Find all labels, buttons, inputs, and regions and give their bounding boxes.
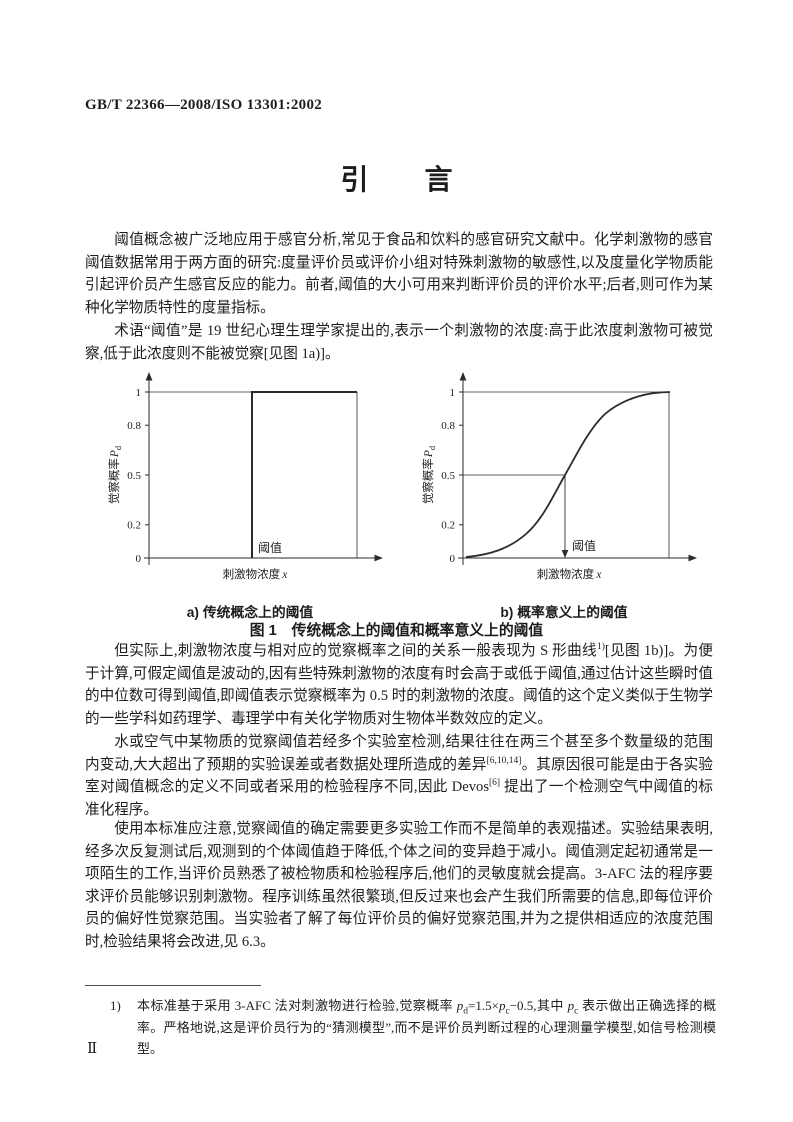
threshold-label: 阈值	[572, 538, 596, 553]
ytick-0-5: 0.5	[441, 470, 455, 482]
paragraph-2: 术语“阈值”是 19 世纪心理生理学家提出的,表示一个刺激物的浓度:高于此浓度刺…	[85, 323, 713, 362]
chart-a-step-plot: 1 0.8 0.5 0.2 0 阈值 刺激物浓度 x 觉察概率Pd	[107, 372, 383, 581]
paragraph-3: 但实际上,刺激物浓度与相对应的觉察概率之间的关系一般表现为 S 形曲线1)[见图…	[85, 640, 713, 730]
ytick-0: 0	[136, 553, 142, 565]
sigmoid-curve	[465, 391, 671, 558]
y-axis-label: 觉察概率Pd	[107, 445, 123, 504]
paragraph-4-text-c: 提出了一个检测空气中阈值的标准化程序。	[85, 779, 713, 818]
paragraph-3-text-a: 但实际上,刺激物浓度与相对应的觉察概率之间的关系一般表现为 S 形曲线	[114, 643, 597, 659]
ytick-1: 1	[136, 387, 142, 399]
footnote-reference-1: 1)	[596, 642, 605, 653]
footnote-formula: =1.5×	[468, 998, 499, 1013]
paragraph-1: 阈值概念被广泛地应用于感官分析,常见于食品和饮料的感官研究文献中。化学刺激物的感…	[85, 232, 713, 316]
footnote-text: 本标准基于采用 3-AFC 法对刺激物进行检验,觉察概率 pd=1.5×pc−0…	[137, 995, 716, 1060]
threshold-down-arrow	[561, 550, 569, 558]
x-axis-label: 刺激物浓度 x	[223, 567, 289, 581]
footnote-divider	[85, 985, 261, 986]
ytick-1: 1	[450, 387, 456, 399]
ytick-0-5: 0.5	[127, 470, 141, 482]
ytick-0-2: 0.2	[441, 520, 455, 532]
x-axis-label: 刺激物浓度 x	[537, 567, 603, 581]
citation-6-10-14: [6,10,14]	[486, 755, 522, 766]
chart-a-caption: a) 传统概念上的阈值	[186, 605, 314, 620]
y-axis-arrow	[459, 372, 467, 381]
ytick-0: 0	[450, 553, 456, 565]
x-axis-arrow	[688, 554, 697, 562]
footnote-1: 1) 本标准基于采用 3-AFC 法对刺激物进行检验,觉察概率 pd=1.5×p…	[110, 995, 716, 1060]
threshold-label: 阈值	[258, 540, 282, 555]
ytick-0-8: 0.8	[127, 420, 141, 432]
sub-c: c	[574, 1006, 579, 1017]
sub-c: c	[505, 1006, 510, 1017]
paragraph-4-text-b: 。其原因很可能是由于各实验室对阈值概念的定义不同或者采用的检验程序不同,因此 D…	[85, 756, 713, 796]
y-axis-label: 觉察概率Pd	[421, 445, 437, 504]
chart-b-caption: b) 概率意义上的阈值	[500, 605, 628, 620]
chart-b-sigmoid-plot: 1 0.8 0.5 0.2 0 阈值 刺激物浓度 x 觉察概率Pd	[421, 372, 697, 581]
var-p: p	[498, 998, 506, 1013]
step-function-line	[251, 391, 357, 558]
paragraph-4: 水或空气中某物质的觉察阈值若经多个实验室检测,结果往往在两三个甚至多个数量级的范…	[85, 731, 713, 821]
paragraph-5: 使用本标准应注意,觉察阈值的确定需要更多实验工作而不是简单的表观描述。实验结果表…	[85, 821, 713, 950]
chart-b-wrapper: 1 0.8 0.5 0.2 0 阈值 刺激物浓度 x 觉察概率Pd b) 概率意义…	[419, 368, 709, 621]
citation-6: [6]	[489, 778, 501, 789]
footnote-marker: 1)	[110, 998, 121, 1013]
paragraph-4-text-a: 水或空气中某物质的觉察阈值若经多个实验室检测,结果往往在两三个甚至多个数量级的范…	[85, 734, 713, 773]
footnote-text-c: 表示做出正确选择的概率。严格地说,这是评价员行为的“猜测模型”,而不是评价员判断…	[137, 998, 716, 1056]
page-number: Ⅱ	[87, 1041, 98, 1057]
standard-code: GB/T 22366—2008/ISO 13301:2002	[85, 97, 323, 113]
figure-1-caption: 图 1 传统概念上的阈值和概率意义上的阈值	[249, 623, 544, 639]
footnote-text-a: 本标准基于采用 3-AFC 法对刺激物进行检验,觉察概率	[137, 998, 457, 1013]
y-axis-arrow	[145, 372, 153, 381]
paragraph-3-text-b: [见图 1b)]。为便于计算,可假定阈值是波动的,因有些特殊刺激物的浓度有时会高…	[85, 643, 713, 727]
sub-d: d	[463, 1006, 469, 1017]
x-axis-arrow	[374, 554, 383, 562]
ytick-0-8: 0.8	[441, 420, 455, 432]
footnote-text-b: −0.5,其中	[509, 998, 568, 1013]
page-title: 引 言	[340, 165, 453, 196]
ytick-0-2: 0.2	[127, 520, 141, 532]
var-p: p	[567, 998, 575, 1013]
var-p: p	[456, 998, 464, 1013]
figure-1: 1 0.8 0.5 0.2 0 阈值 刺激物浓度 x 觉察概率Pd a) 传统概念…	[85, 368, 713, 620]
chart-a-wrapper: 1 0.8 0.5 0.2 0 阈值 刺激物浓度 x 觉察概率Pd a) 传统概念…	[105, 368, 395, 621]
